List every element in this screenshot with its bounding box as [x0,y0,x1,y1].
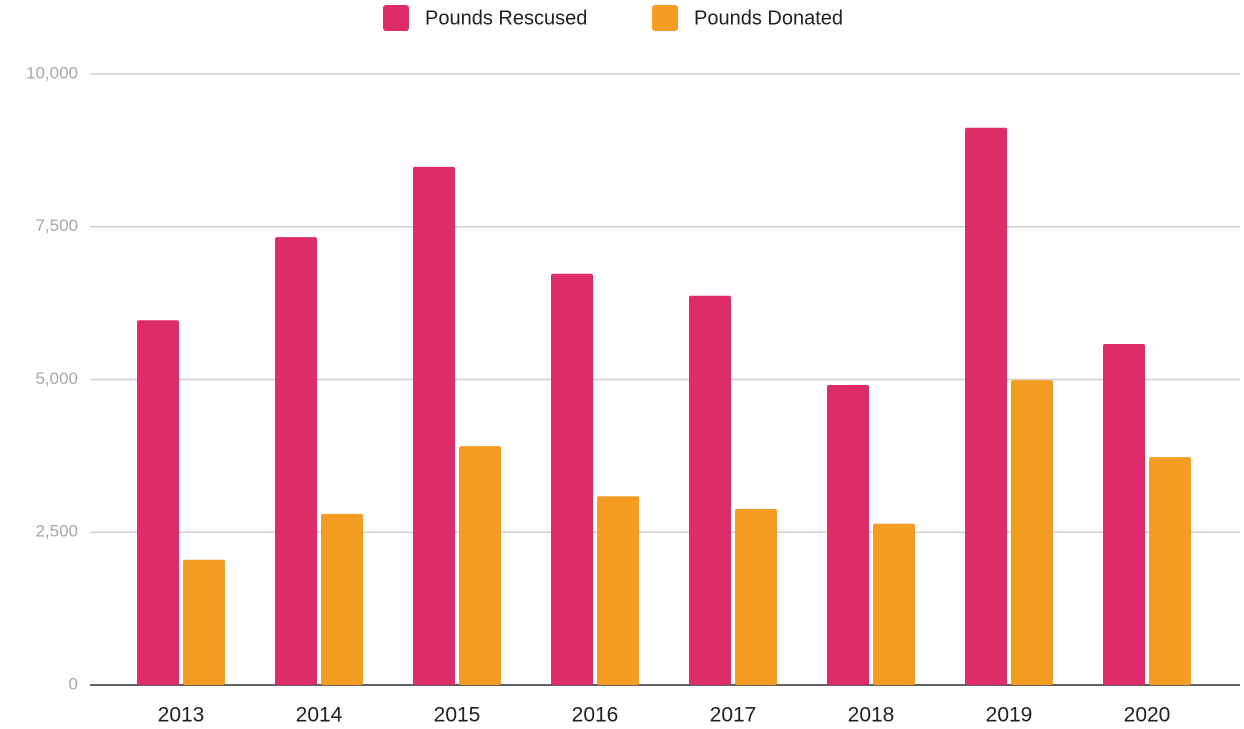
bar [735,509,777,685]
x-tick-label: 2015 [434,704,481,727]
bar [965,127,1007,685]
bar [1103,344,1145,685]
bar [597,496,639,685]
bar [827,384,869,685]
y-tick-label: 5,000 [35,369,78,388]
bar [1011,380,1053,685]
bar [183,559,225,685]
legend-swatch [383,5,409,31]
y-tick-label: 0 [69,674,78,693]
bar [137,320,179,685]
x-tick-label: 2018 [848,704,895,727]
legend-label: Pounds Donated [694,7,843,29]
x-tick-label: 2013 [158,704,205,727]
bar [689,295,731,685]
y-tick-label: 7,500 [35,216,78,235]
x-tick-label: 2020 [1124,704,1171,727]
bar [551,273,593,685]
bar [873,523,915,685]
legend-label: Pounds Rescused [425,7,587,29]
legend-swatch [652,5,678,31]
y-tick-label: 10,000 [26,63,78,82]
bar [413,166,455,685]
bar [1149,457,1191,685]
x-tick-label: 2014 [296,704,343,727]
x-tick-label: 2016 [572,704,619,727]
y-tick-label: 2,500 [35,522,78,541]
bar [459,446,501,685]
bar [321,513,363,685]
bar [275,237,317,685]
x-tick-label: 2019 [986,704,1033,727]
x-tick-label: 2017 [710,704,757,727]
